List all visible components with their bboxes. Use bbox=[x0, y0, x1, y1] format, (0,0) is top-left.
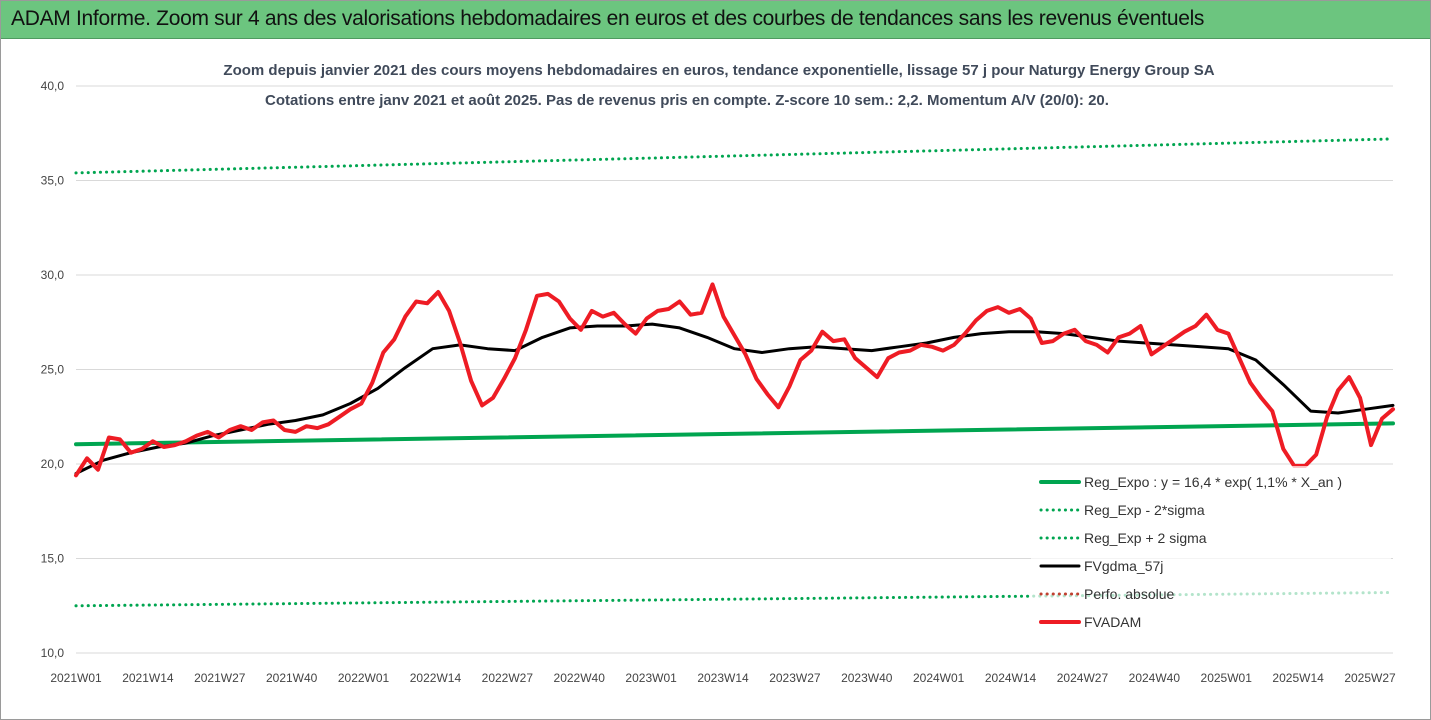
x-tick-label: 2023W27 bbox=[769, 671, 821, 685]
x-tick-label: 2022W27 bbox=[482, 671, 534, 685]
y-axis-ticks: 10,0 15,0 20,0 25,0 30,0 35,0 40,0 bbox=[41, 79, 65, 660]
legend: Reg_Expo : y = 16,4 * exp( 1,1% * X_an )… bbox=[1031, 466, 1391, 636]
x-tick-label: 2022W40 bbox=[554, 671, 606, 685]
x-tick-label: 2021W14 bbox=[122, 671, 174, 685]
x-tick-label: 2022W14 bbox=[410, 671, 462, 685]
y-tick-label: 40,0 bbox=[41, 79, 65, 93]
x-tick-label: 2024W14 bbox=[985, 671, 1037, 685]
legend-label: Perfo. absolue bbox=[1084, 586, 1174, 602]
x-tick-label: 2023W40 bbox=[841, 671, 893, 685]
x-tick-label: 2024W27 bbox=[1057, 671, 1109, 685]
chart-subtitle: Cotations entre janv 2021 et août 2025. … bbox=[265, 92, 1109, 109]
x-tick-label: 2025W01 bbox=[1201, 671, 1253, 685]
chart-title: Zoom depuis janvier 2021 des cours moyen… bbox=[223, 62, 1214, 79]
legend-label: FVgdma_57j bbox=[1084, 558, 1163, 574]
gridlines bbox=[76, 85, 1393, 654]
series-line bbox=[74, 322, 1395, 475]
x-tick-label: 2023W01 bbox=[625, 671, 677, 685]
legend-label: Reg_Exp + 2 sigma bbox=[1084, 530, 1207, 546]
x-tick-label: 2021W27 bbox=[194, 671, 246, 685]
x-tick-label: 2024W01 bbox=[913, 671, 965, 685]
series-line bbox=[74, 282, 1395, 478]
x-tick-label: 2024W40 bbox=[1129, 671, 1181, 685]
report-title: ADAM Informe. Zoom sur 4 ans des valoris… bbox=[11, 7, 1205, 30]
report-banner: ADAM Informe. Zoom sur 4 ans des valoris… bbox=[1, 1, 1430, 39]
x-tick-label: 2021W40 bbox=[266, 671, 318, 685]
x-tick-label: 2023W14 bbox=[697, 671, 749, 685]
x-tick-label: 2021W01 bbox=[50, 671, 102, 685]
series-line bbox=[74, 137, 1395, 175]
series-line bbox=[74, 421, 1395, 447]
x-tick-label: 2022W01 bbox=[338, 671, 390, 685]
y-tick-label: 20,0 bbox=[41, 457, 65, 471]
legend-label: FVADAM bbox=[1084, 614, 1141, 630]
y-tick-label: 10,0 bbox=[41, 646, 65, 660]
x-axis-ticks: 2021W01 2021W14 2021W27 2021W40 2022W01 2022W… bbox=[50, 671, 1396, 685]
x-tick-label: 2025W27 bbox=[1344, 671, 1396, 685]
y-tick-label: 25,0 bbox=[41, 363, 65, 377]
y-tick-label: 35,0 bbox=[41, 174, 65, 188]
y-tick-label: 30,0 bbox=[41, 268, 65, 282]
legend-label: Reg_Exp - 2*sigma bbox=[1084, 502, 1205, 518]
y-tick-label: 15,0 bbox=[41, 552, 65, 566]
x-tick-label: 2025W14 bbox=[1272, 671, 1324, 685]
legend-label: Reg_Expo : y = 16,4 * exp( 1,1% * X_an ) bbox=[1084, 474, 1342, 490]
